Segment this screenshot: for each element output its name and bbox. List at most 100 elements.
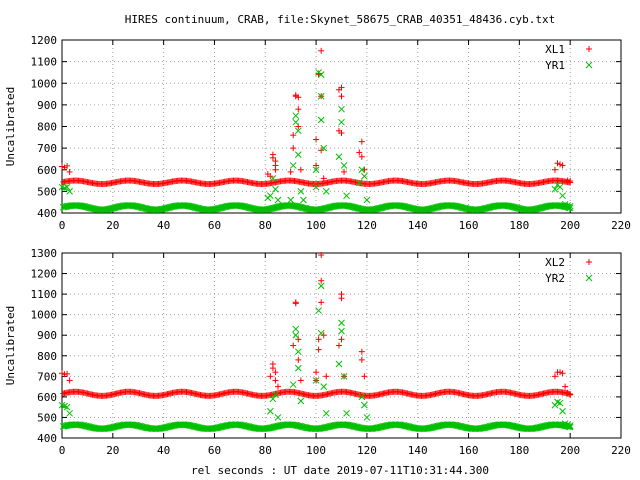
data-point xyxy=(356,149,363,156)
data-point xyxy=(108,205,115,212)
data-point xyxy=(427,205,434,213)
data-point xyxy=(322,423,330,431)
data-point xyxy=(84,423,91,430)
data-point xyxy=(59,203,67,211)
data-point xyxy=(292,300,299,307)
data-point xyxy=(109,204,117,212)
data-point xyxy=(404,203,411,211)
data-point xyxy=(134,203,142,211)
data-point xyxy=(267,373,274,380)
data-point xyxy=(326,203,334,211)
data-point xyxy=(340,372,348,380)
x-tick-label: 0 xyxy=(59,219,66,232)
data-point xyxy=(318,299,325,306)
data-point xyxy=(269,395,277,403)
data-point xyxy=(290,132,297,139)
data-point xyxy=(510,423,518,430)
data-point xyxy=(361,401,368,409)
data-point xyxy=(358,348,365,355)
data-point xyxy=(349,422,357,430)
data-point xyxy=(297,377,304,384)
data-point xyxy=(84,203,91,211)
data-point xyxy=(400,203,408,210)
legend-marker xyxy=(586,259,592,265)
x-tick-label: 160 xyxy=(459,444,479,457)
legend-label: YR1 xyxy=(545,59,565,72)
x-tick-label: 140 xyxy=(408,444,428,457)
data-point xyxy=(533,205,541,213)
data-point xyxy=(217,204,225,212)
x-tick-label: 40 xyxy=(157,444,170,457)
data-point xyxy=(551,166,558,173)
data-point xyxy=(297,397,305,405)
data-point xyxy=(294,348,302,356)
y-tick-label: 900 xyxy=(37,329,57,342)
data-point xyxy=(338,93,345,100)
legend-label: XL1 xyxy=(545,43,565,56)
data-point xyxy=(186,203,194,210)
data-point xyxy=(272,369,279,376)
data-point xyxy=(289,162,297,169)
data-point xyxy=(358,153,365,160)
x-tick-label: 200 xyxy=(560,444,580,457)
data-point xyxy=(267,205,274,213)
data-point xyxy=(538,204,546,211)
data-point xyxy=(317,282,325,290)
data-point xyxy=(343,192,350,200)
data-point xyxy=(377,423,385,431)
data-point xyxy=(63,183,71,191)
data-point xyxy=(294,151,302,158)
data-point xyxy=(429,423,437,431)
data-point xyxy=(378,204,386,211)
data-point xyxy=(406,204,414,212)
data-point xyxy=(554,160,561,167)
legend-marker xyxy=(585,61,593,69)
data-point xyxy=(297,166,304,173)
legend-marker xyxy=(586,46,592,52)
data-point xyxy=(352,204,359,211)
data-point xyxy=(269,423,277,431)
y-tick-label: 1000 xyxy=(31,77,58,90)
data-point xyxy=(380,203,387,211)
x-tick-label: 220 xyxy=(611,444,631,457)
data-point xyxy=(59,163,65,170)
data-point xyxy=(272,204,279,211)
data-point xyxy=(274,383,281,390)
data-point xyxy=(292,325,300,333)
data-point xyxy=(112,204,119,211)
data-point xyxy=(242,203,250,211)
data-point xyxy=(312,183,320,191)
data-point xyxy=(338,105,345,113)
data-point xyxy=(376,204,383,212)
data-point xyxy=(482,423,490,431)
data-point xyxy=(456,422,464,430)
data-point xyxy=(551,373,558,380)
data-point xyxy=(562,178,569,185)
data-point xyxy=(325,204,333,211)
data-point xyxy=(338,319,345,327)
data-point xyxy=(293,203,301,210)
data-point xyxy=(241,203,249,211)
data-point xyxy=(213,205,221,213)
x-tick-label: 220 xyxy=(611,219,631,232)
data-point xyxy=(80,203,87,210)
data-point xyxy=(59,370,65,377)
data-point xyxy=(510,203,518,211)
data-point xyxy=(322,188,330,195)
data-point xyxy=(458,204,466,211)
data-point xyxy=(297,203,305,211)
data-point xyxy=(244,203,251,211)
data-point xyxy=(292,93,299,100)
data-point xyxy=(457,423,465,430)
x-tick-label: 60 xyxy=(208,219,221,232)
data-point xyxy=(290,342,297,349)
legend-label: XL2 xyxy=(545,256,565,269)
data-point xyxy=(133,203,141,210)
data-point xyxy=(219,203,227,211)
data-point xyxy=(66,377,73,384)
data-point xyxy=(335,153,343,161)
data-point xyxy=(300,196,307,204)
y-axis-label: Uncalibrated xyxy=(4,306,17,385)
y-tick-label: 1100 xyxy=(31,288,58,301)
plot-frame xyxy=(61,252,622,439)
